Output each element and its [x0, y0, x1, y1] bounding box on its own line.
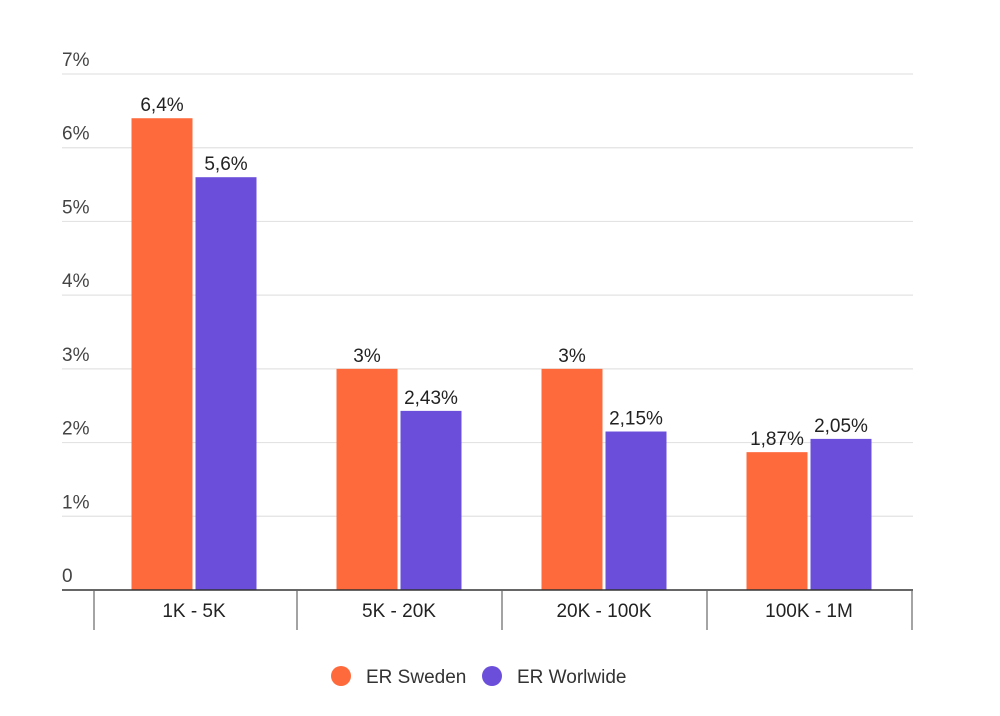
- legend: ER Sweden ER Worlwide: [331, 666, 626, 688]
- y-tick-label: 0: [62, 566, 73, 587]
- legend-label: ER Sweden: [366, 667, 466, 688]
- y-tick-label: 5%: [62, 197, 90, 218]
- x-tick-label: 20K - 100K: [556, 601, 651, 622]
- legend-swatch: [331, 666, 351, 686]
- data-label: 1,87%: [750, 429, 804, 450]
- data-labels: 6,4% 3% 3% 1,87% 5,6% 2,43% 2,15% 2,05%: [140, 95, 868, 450]
- bar-er-sweden: [746, 452, 808, 590]
- bar-er-worldwide: [810, 438, 872, 590]
- data-label: 2,15%: [609, 409, 663, 430]
- legend-label: ER Worlwide: [517, 667, 626, 688]
- data-label: 5,6%: [204, 154, 247, 175]
- bars: [131, 118, 872, 590]
- data-label: 6,4%: [140, 95, 183, 116]
- bar-er-worldwide: [605, 431, 667, 590]
- data-label: 2,05%: [814, 416, 868, 437]
- data-label: 3%: [558, 346, 586, 367]
- y-tick-label: 3%: [62, 345, 90, 366]
- x-tick-label: 5K - 20K: [362, 601, 436, 622]
- y-tick-label: 4%: [62, 271, 90, 292]
- bar-er-sweden: [131, 118, 193, 590]
- x-axis: 1K - 5K 5K - 20K 20K - 100K 100K - 1M: [62, 589, 913, 630]
- bar-er-worldwide: [195, 177, 257, 590]
- bar-er-sweden: [336, 368, 398, 590]
- x-tick-label: 100K - 1M: [765, 601, 853, 622]
- y-tick-label: 2%: [62, 419, 90, 440]
- legend-swatch: [482, 666, 502, 686]
- x-tick-label: 1K - 5K: [162, 601, 226, 622]
- y-tick-label: 7%: [62, 50, 90, 71]
- y-tick-label: 1%: [62, 492, 90, 513]
- bar-er-worldwide: [400, 410, 462, 590]
- y-axis-ticks: 0 1% 2% 3% 4% 5% 6% 7%: [62, 50, 90, 587]
- data-label: 2,43%: [404, 388, 458, 409]
- bar-er-sweden: [541, 368, 603, 590]
- data-label: 3%: [353, 346, 381, 367]
- y-tick-label: 6%: [62, 124, 90, 145]
